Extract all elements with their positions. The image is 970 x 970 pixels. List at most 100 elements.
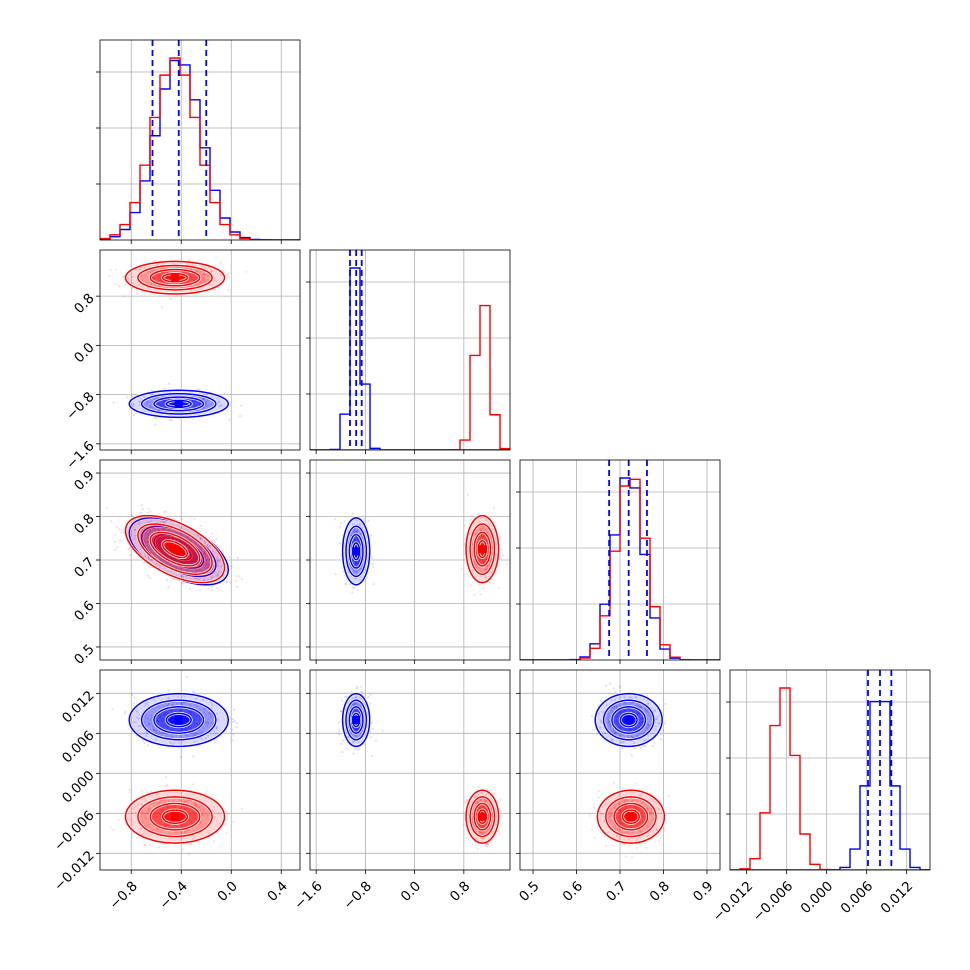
sample-point	[381, 729, 384, 732]
y-tick-label: 0.8	[71, 511, 98, 538]
sample-point	[356, 589, 360, 592]
sample-point	[646, 807, 649, 810]
sample-point	[160, 799, 163, 802]
sample-point	[642, 745, 645, 748]
sample-point	[132, 405, 135, 408]
sample-point	[203, 273, 206, 276]
sample-point	[150, 714, 153, 717]
sample-point	[147, 810, 150, 813]
sample-point	[467, 575, 470, 578]
sample-point	[149, 270, 152, 273]
sample-point	[648, 712, 651, 715]
sample-point	[206, 814, 209, 817]
sample-point	[145, 833, 148, 836]
sample-point	[210, 716, 213, 719]
panel-3-1: −1.6 −0.8 0.0 0.8	[291, 669, 511, 913]
sample-point	[639, 830, 642, 833]
sample-point	[622, 741, 625, 744]
sample-point	[158, 801, 162, 805]
sample-point	[599, 719, 602, 722]
sample-point	[341, 699, 344, 702]
density-peak	[171, 273, 179, 282]
sample-point	[142, 810, 145, 813]
sample-point	[198, 564, 201, 567]
sample-point	[627, 830, 630, 833]
sample-point	[654, 728, 657, 731]
sample-point	[627, 844, 631, 848]
sample-point	[618, 837, 621, 840]
sample-point	[167, 529, 170, 532]
sample-point	[164, 775, 167, 779]
sample-point	[194, 804, 197, 807]
sample-point	[129, 554, 132, 557]
sample-point	[207, 546, 210, 549]
sample-point	[143, 715, 146, 718]
sample-point	[210, 576, 213, 579]
sample-point	[145, 731, 148, 734]
sample-point	[153, 397, 156, 400]
sample-point	[354, 696, 357, 700]
sample-point	[140, 814, 143, 818]
sample-point	[345, 747, 349, 750]
sample-point	[216, 574, 219, 577]
sample-point	[151, 725, 155, 728]
sample-point	[137, 724, 140, 728]
sample-point	[236, 585, 239, 588]
sample-point	[162, 528, 165, 531]
sample-point	[653, 709, 657, 712]
sample-point	[154, 416, 157, 420]
sample-point	[485, 844, 488, 847]
sample-point	[355, 696, 358, 699]
x-tick-label: 0.7	[603, 878, 630, 905]
sample-point	[140, 802, 143, 806]
sample-point	[621, 747, 624, 750]
sample-point	[630, 800, 633, 803]
sample-point	[618, 828, 621, 831]
sample-point	[483, 528, 486, 531]
sample-point	[481, 791, 484, 794]
sample-point	[188, 538, 191, 541]
sample-point	[219, 404, 222, 407]
contour-line	[165, 712, 192, 728]
sample-point	[138, 713, 141, 716]
sample-point	[189, 539, 192, 542]
sample-point	[659, 733, 662, 736]
sample-point	[198, 563, 201, 566]
sample-point	[605, 844, 608, 847]
sample-point	[608, 682, 611, 685]
sample-point	[206, 721, 209, 724]
sample-point	[469, 517, 473, 521]
sample-point	[607, 721, 610, 725]
sample-point	[114, 540, 117, 543]
sample-point	[204, 555, 207, 558]
sample-point	[187, 799, 190, 802]
y-tick-label: −0.006	[51, 808, 98, 855]
sample-point	[613, 804, 616, 807]
sample-point	[128, 818, 131, 821]
sample-point	[217, 718, 220, 721]
sample-point	[483, 568, 486, 571]
sample-point	[632, 702, 635, 705]
sample-point	[149, 722, 152, 725]
sample-point	[359, 578, 362, 581]
sample-point	[204, 274, 207, 277]
sample-point	[358, 747, 361, 750]
contour-line	[153, 396, 205, 412]
sample-point	[149, 789, 153, 793]
sample-point	[352, 586, 356, 589]
sample-point	[351, 740, 355, 744]
sample-point	[145, 528, 148, 531]
sample-point	[146, 812, 149, 815]
sample-point	[352, 703, 356, 706]
panel-frame	[309, 249, 511, 451]
sample-point	[174, 566, 177, 569]
x-tick-label: −1.6	[291, 878, 325, 912]
sample-point	[339, 709, 342, 713]
sample-point	[139, 268, 142, 271]
sample-point	[193, 576, 196, 580]
sample-point	[609, 727, 612, 730]
sample-point	[149, 520, 152, 523]
sample-point	[147, 721, 150, 724]
sample-point	[179, 567, 182, 570]
sample-point	[150, 718, 153, 721]
